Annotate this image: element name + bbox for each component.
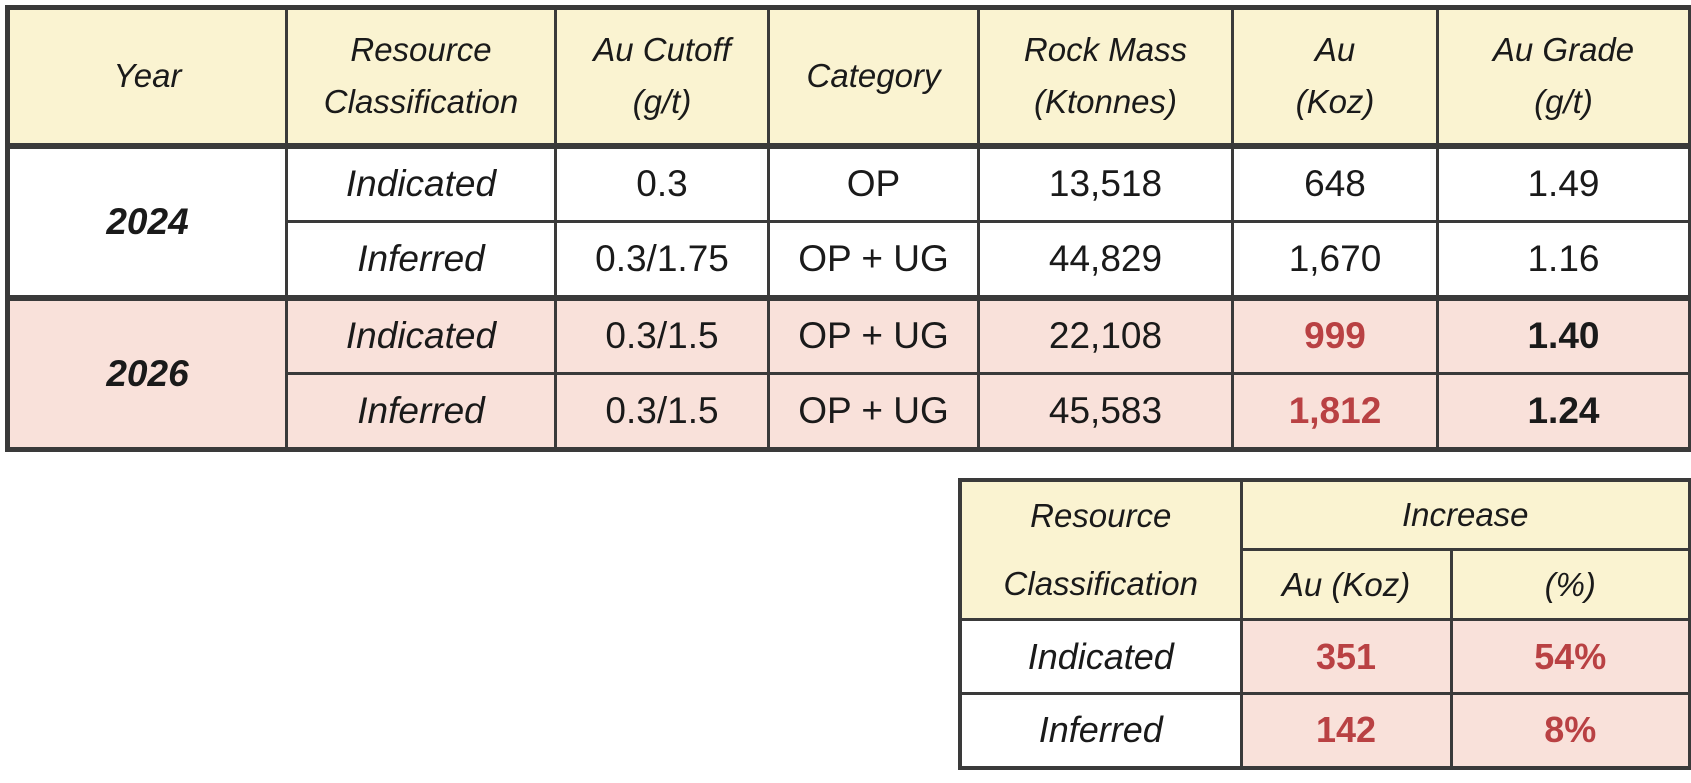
col-header-increase: Increase bbox=[1239, 478, 1691, 552]
rock-mass-cell: 22,108 bbox=[977, 294, 1234, 375]
header-line: Classification bbox=[1003, 565, 1198, 602]
au-grade-cell-highlighted: 1.40 bbox=[1436, 294, 1691, 375]
increase-row-indicated: Indicated 351 54% bbox=[958, 618, 1691, 695]
rock-mass-cell: 13,518 bbox=[977, 144, 1234, 223]
header-line: Au Cutoff bbox=[593, 31, 731, 69]
table-row-2026-inferred: Inferred 0.3/1.5 OP + UG 45,583 1,812 1.… bbox=[8, 372, 1691, 451]
table-row-2024-indicated: 2024 Indicated 0.3 OP 13,518 648 1.49 bbox=[6, 144, 1691, 299]
header-line: Au Grade bbox=[1492, 31, 1635, 69]
col-header-rock-mass: Rock Mass (Ktonnes) bbox=[977, 6, 1234, 149]
au-koz-cell: 1,670 bbox=[1231, 220, 1439, 299]
header-line: Rock Mass bbox=[1023, 31, 1188, 69]
classification-cell: Indicated bbox=[958, 618, 1243, 695]
increase-au-koz-cell: 351 bbox=[1239, 618, 1453, 695]
classification-cell: Indicated bbox=[285, 144, 557, 223]
col-header-au-grade: Au Grade (g/t) bbox=[1436, 6, 1691, 149]
increase-row-inferred: Inferred 142 8% bbox=[958, 692, 1691, 769]
col-header-increase-au-koz: Au (Koz) bbox=[1239, 548, 1453, 621]
col-header-resource-classification: Resource Classification bbox=[958, 478, 1243, 621]
au-grade-cell-highlighted: 1.24 bbox=[1436, 372, 1691, 451]
category-cell: OP + UG bbox=[767, 220, 980, 299]
au-grade-cell: 1.49 bbox=[1436, 144, 1691, 223]
au-koz-cell-highlighted: 1,812 bbox=[1231, 372, 1439, 451]
header-line: (Koz) bbox=[1295, 83, 1375, 121]
au-cutoff-cell: 0.3/1.5 bbox=[554, 372, 770, 451]
resource-estimate-table: Year Resource Classification Au Cutoff (… bbox=[5, 5, 1691, 452]
au-cutoff-cell: 0.3/1.5 bbox=[554, 294, 770, 375]
classification-cell: Inferred bbox=[285, 220, 557, 299]
category-cell: OP + UG bbox=[767, 294, 980, 375]
increase-header-row-2: Au (Koz) (%) bbox=[960, 548, 1691, 621]
rock-mass-cell: 44,829 bbox=[977, 220, 1234, 299]
increase-au-koz-cell: 142 bbox=[1239, 692, 1453, 769]
classification-cell: Indicated bbox=[285, 294, 557, 375]
header-line: Category bbox=[806, 57, 941, 95]
header-line: (Ktonnes) bbox=[1033, 83, 1178, 121]
header-line: Au bbox=[1314, 31, 1356, 69]
col-header-increase-pct: (%) bbox=[1449, 548, 1691, 621]
au-cutoff-cell: 0.3/1.75 bbox=[554, 220, 770, 299]
header-line: (g/t) bbox=[1534, 83, 1593, 121]
year-2026-cell: 2026 bbox=[6, 294, 288, 451]
au-koz-cell-highlighted: 999 bbox=[1231, 294, 1439, 375]
header-line: Year bbox=[113, 57, 182, 95]
au-koz-cell: 648 bbox=[1231, 144, 1439, 223]
category-cell: OP + UG bbox=[767, 372, 980, 451]
classification-cell: Inferred bbox=[958, 692, 1243, 769]
header-line: (g/t) bbox=[632, 83, 692, 121]
header-line: Resource bbox=[350, 31, 492, 69]
header-line: Classification bbox=[323, 83, 519, 121]
au-cutoff-cell: 0.3 bbox=[554, 144, 770, 223]
rock-mass-cell: 45,583 bbox=[977, 372, 1234, 451]
year-2024-cell: 2024 bbox=[6, 144, 288, 299]
increase-pct-cell: 54% bbox=[1449, 618, 1691, 695]
col-header-au-koz: Au (Koz) bbox=[1231, 6, 1439, 149]
increase-summary-table: Resource Classification Increase Au (Koz… bbox=[958, 478, 1691, 770]
col-header-resource-classification: Resource Classification bbox=[285, 6, 557, 149]
classification-cell: Inferred bbox=[285, 372, 557, 451]
col-header-category: Category bbox=[767, 6, 980, 149]
increase-pct-cell: 8% bbox=[1449, 692, 1691, 769]
col-header-year: Year bbox=[6, 6, 288, 149]
category-cell: OP bbox=[767, 144, 980, 223]
header-row: Year Resource Classification Au Cutoff (… bbox=[6, 6, 1691, 149]
au-grade-cell: 1.16 bbox=[1436, 220, 1691, 299]
increase-header-row-1: Resource Classification Increase bbox=[958, 478, 1691, 621]
header-line: Resource bbox=[1030, 497, 1172, 534]
col-header-au-cutoff: Au Cutoff (g/t) bbox=[554, 6, 770, 149]
table-row-2026-indicated: 2026 Indicated 0.3/1.5 OP + UG 22,108 99… bbox=[6, 294, 1691, 451]
table-row-2024-inferred: Inferred 0.3/1.75 OP + UG 44,829 1,670 1… bbox=[8, 220, 1691, 299]
